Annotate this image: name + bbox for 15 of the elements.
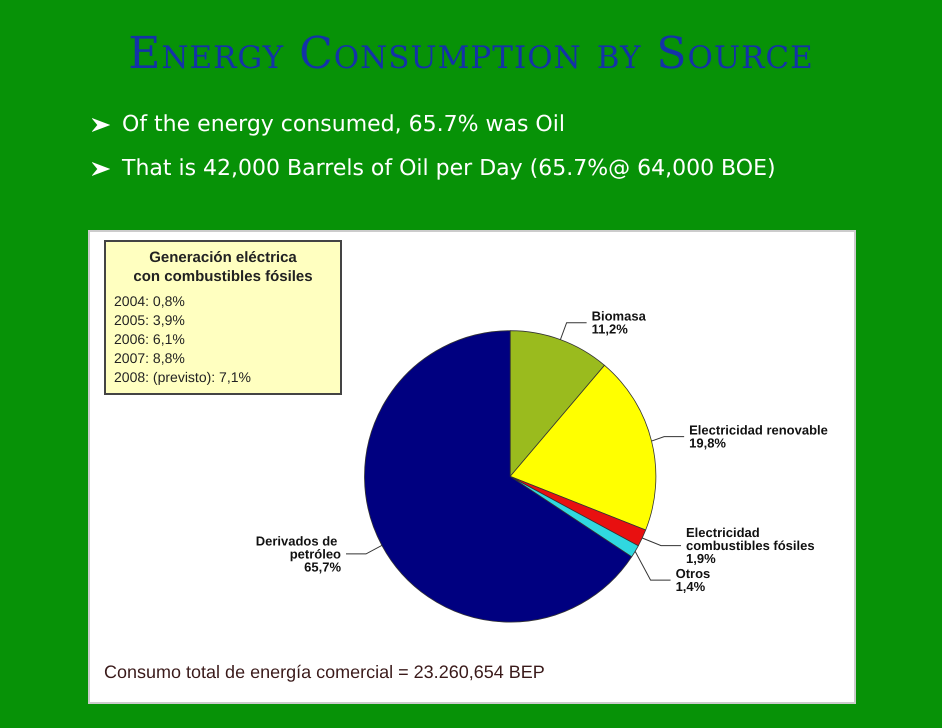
- slice-label: Electricidad combustibles fósiles: [686, 525, 815, 554]
- slice-label: Biomasa: [592, 308, 647, 324]
- text: That is 42,000 Barrels of Oil per Day (65.7%@ 64,000 BOE): [121, 156, 776, 181]
- data-label: 1,4%: [676, 579, 706, 594]
- slice-label: Otros: [676, 566, 710, 582]
- slice-label: Electricidad renovable: [689, 422, 828, 438]
- data-label: 65,7%: [304, 559, 342, 574]
- chart-title: Energy Consumption by Source: [127, 28, 815, 79]
- text: Generación eléctrica con combustibles fósiles 2004: 0,8% 2005: 3,9% 2006: 6,1% 2007: 8,8% 2008: (previsto): 7,1%: [114, 248, 314, 387]
- text: Consumo total de energía comercial = 23.260,654 BEP: [104, 662, 545, 683]
- data-label: 1,9%: [686, 551, 716, 566]
- text: Of the energy consumed, 65.7% was Oil: [121, 112, 565, 137]
- data-label: 19,8%: [689, 436, 726, 451]
- data-label: 11,2%: [592, 322, 628, 337]
- slice-label: Derivados de petróleo: [256, 533, 342, 562]
